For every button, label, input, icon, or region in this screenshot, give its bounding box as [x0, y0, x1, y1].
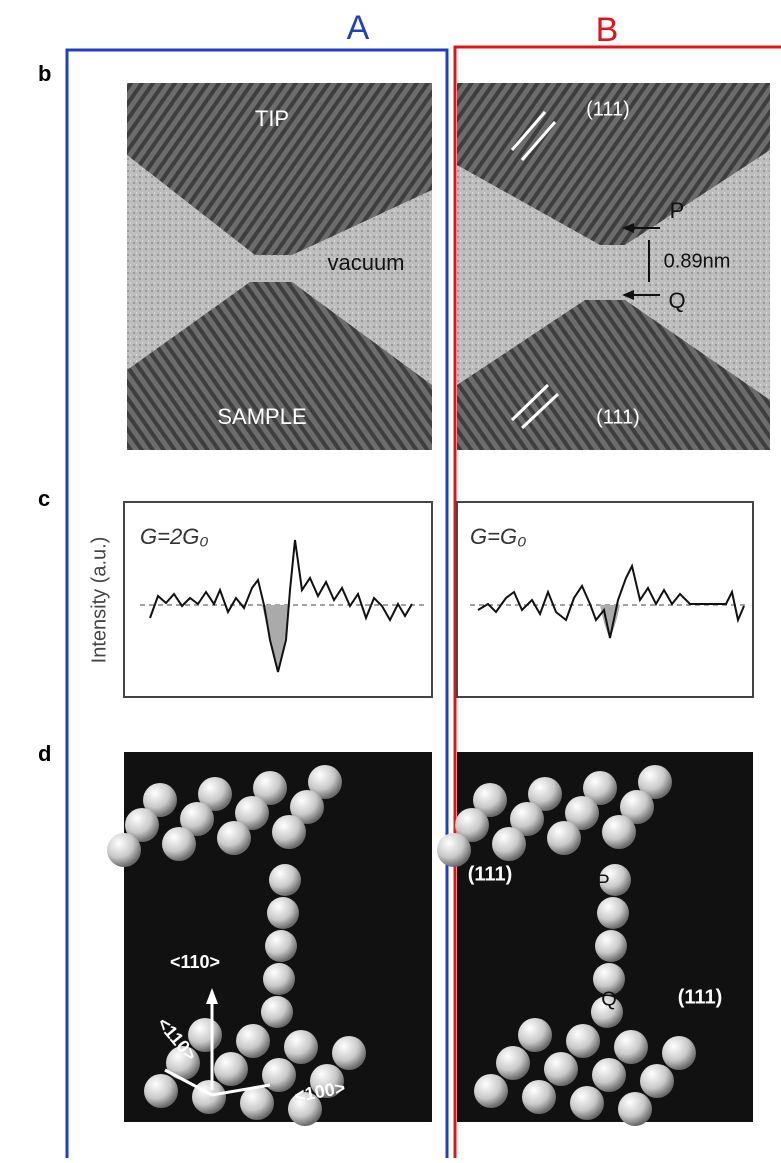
- atom: [162, 827, 196, 861]
- atom: [265, 930, 297, 962]
- plot-label: G=G₀: [470, 524, 526, 549]
- atom: [640, 1064, 674, 1098]
- plot-label: G=2G₀: [140, 524, 209, 549]
- atom: [267, 897, 299, 929]
- atom: [214, 1052, 248, 1086]
- atom: [263, 963, 295, 995]
- image-label: (111): [586, 98, 630, 120]
- image-label: 0.89nm: [664, 250, 731, 272]
- image-label: (111): [468, 863, 512, 885]
- atom: [332, 1036, 366, 1070]
- atom: [284, 1030, 318, 1064]
- panel-label: b: [38, 61, 51, 86]
- atom: [269, 864, 301, 896]
- image-label: <110>: [170, 952, 220, 972]
- atom: [602, 815, 636, 849]
- image-label: (111): [596, 406, 640, 428]
- atom: [566, 1024, 600, 1058]
- atom: [518, 1018, 552, 1052]
- atom: [272, 815, 306, 849]
- atom: [592, 1058, 626, 1092]
- axis-label: Intensity (a.u.): [88, 537, 110, 664]
- atom: [522, 1080, 556, 1114]
- image-label: Q: [668, 288, 685, 313]
- image-label: Q: [601, 988, 617, 1010]
- atom: [192, 1080, 226, 1114]
- image-label: (111): [678, 986, 722, 1008]
- figure: A B b c d TIP vacuum SAMPLE (111) P 0.89…: [0, 0, 781, 1158]
- atom: [570, 1086, 604, 1120]
- image-label: vacuum: [327, 250, 404, 275]
- panel-label: d: [38, 741, 51, 766]
- image-label: P: [670, 198, 685, 223]
- image-label: TIP: [255, 106, 289, 131]
- panel-label: c: [38, 486, 50, 511]
- atom: [107, 833, 141, 867]
- frame-label: B: [596, 11, 619, 49]
- atom: [240, 1086, 274, 1120]
- atom: [614, 1030, 648, 1064]
- atom: [618, 1092, 652, 1126]
- atom: [595, 930, 627, 962]
- atom: [492, 827, 526, 861]
- atom: [236, 1024, 270, 1058]
- atom: [437, 833, 471, 867]
- atom: [662, 1036, 696, 1070]
- image-label: P: [596, 871, 609, 893]
- atom: [144, 1074, 178, 1108]
- image-label: SAMPLE: [217, 404, 306, 429]
- frame-label: A: [347, 9, 370, 47]
- atom: [547, 821, 581, 855]
- atom: [261, 996, 293, 1028]
- atom: [544, 1052, 578, 1086]
- atom: [474, 1074, 508, 1108]
- atom: [496, 1046, 530, 1080]
- atom: [217, 821, 251, 855]
- atom: [597, 897, 629, 929]
